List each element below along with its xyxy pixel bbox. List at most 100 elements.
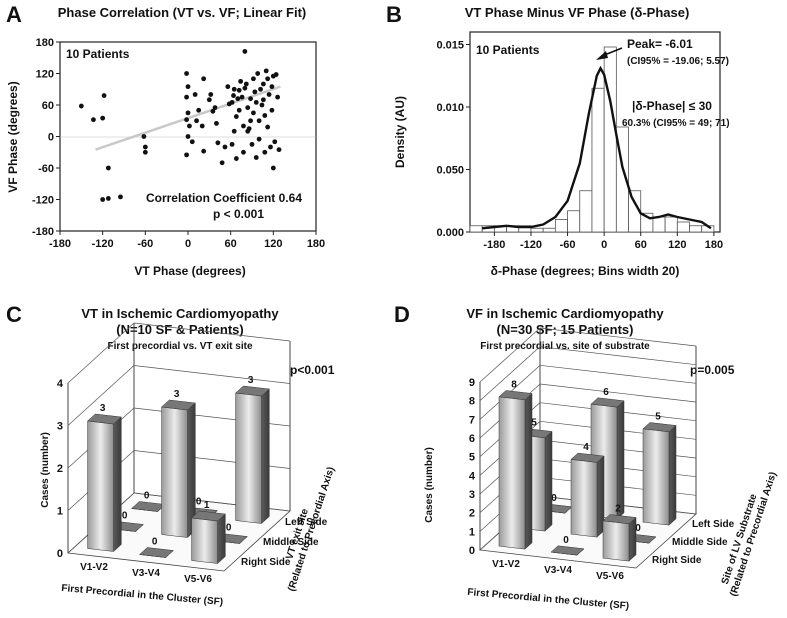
c-depth-label: Left Side bbox=[285, 517, 328, 528]
chart-a-point bbox=[265, 124, 271, 130]
chart-b-ytick-label: 0.050 bbox=[436, 165, 464, 177]
d-grid-side bbox=[479, 346, 541, 401]
chart-a-point bbox=[142, 144, 148, 150]
panel-label-c: C bbox=[6, 302, 22, 327]
chart-a-point bbox=[141, 134, 147, 139]
chart-b-peak: Peak= -6.01 bbox=[627, 37, 693, 51]
c-bar bbox=[191, 517, 218, 564]
chart-a-point bbox=[245, 128, 251, 134]
chart-d-xlabel: First Precordial in the Cluster (SF) bbox=[467, 587, 630, 612]
d-grid-back bbox=[539, 327, 697, 347]
chart-a-point bbox=[243, 81, 249, 87]
c-grid-back bbox=[133, 322, 291, 342]
chart-a-point bbox=[185, 134, 191, 139]
d-depth-label: Left Side bbox=[692, 519, 735, 530]
d-grid-back bbox=[539, 346, 697, 366]
chart-a-point bbox=[215, 140, 221, 146]
chart-a-point bbox=[184, 152, 189, 158]
chart-a-point bbox=[248, 118, 253, 124]
chart-a-point bbox=[206, 97, 212, 103]
chart-c-title: VT in Ischemic Cardiomyopathy bbox=[81, 306, 279, 321]
c-category-label: V1-V2 bbox=[80, 562, 108, 573]
chart-b-bar bbox=[603, 46, 617, 233]
chart-a-point bbox=[142, 149, 148, 155]
chart-d-ylabel: Cases (number) bbox=[424, 447, 435, 523]
d-ytick-label: 9 bbox=[469, 377, 475, 389]
c-depth-label: Right Side bbox=[241, 557, 291, 568]
chart-a-point bbox=[235, 96, 241, 102]
chart-a-point bbox=[105, 165, 111, 171]
c-category-label: V3-V4 bbox=[132, 568, 160, 579]
c-bar-top bbox=[235, 385, 270, 397]
c-bar-value-label: 0 bbox=[226, 523, 232, 534]
chart-a-point bbox=[100, 197, 106, 202]
c-depth-label: Middle Side bbox=[263, 537, 319, 548]
d-bar-value-label: 6 bbox=[603, 387, 609, 398]
chart-a-point bbox=[251, 76, 256, 82]
chart-c-ylabel: Cases (number) bbox=[40, 432, 51, 508]
d-ytick-label: 1 bbox=[469, 526, 475, 538]
chart-a-point bbox=[192, 92, 198, 97]
chart-b-window-pct: 60.3% (CI95% = 49; 71) bbox=[622, 118, 730, 129]
chart-a-xtick-label: 180 bbox=[307, 238, 325, 250]
chart-b-bar bbox=[542, 227, 556, 233]
d-bar-value-label: 0 bbox=[563, 535, 569, 546]
chart-a-point bbox=[231, 86, 237, 92]
d-category-label: V3-V4 bbox=[544, 565, 572, 576]
panel-a-scatter: Phase Correlation (VT vs. VF; Linear Fit… bbox=[6, 5, 325, 278]
d-bar-value-label: 2 bbox=[615, 503, 621, 514]
chart-b-patients: 10 Patients bbox=[476, 43, 540, 57]
d-bar-value-label: 5 bbox=[531, 417, 537, 428]
c-bar bbox=[87, 420, 114, 552]
d-bar-top bbox=[590, 397, 625, 408]
d-ytick-label: 5 bbox=[469, 452, 475, 464]
d-ytick-label: 6 bbox=[469, 433, 475, 445]
c-bar-value-label: 0 bbox=[196, 497, 202, 508]
chart-a-point bbox=[236, 107, 242, 113]
c-bar-side bbox=[261, 388, 270, 525]
d-depth-label: Right Side bbox=[652, 555, 702, 566]
chart-a-point bbox=[184, 117, 189, 123]
c-bar-value-label: 3 bbox=[248, 375, 254, 386]
chart-a-point bbox=[269, 84, 275, 90]
chart-a-point bbox=[242, 85, 248, 91]
chart-a-point bbox=[248, 96, 253, 102]
chart-a-point bbox=[78, 103, 84, 109]
chart-a-point bbox=[272, 139, 278, 145]
chart-c-pvalue: p<0.001 bbox=[290, 363, 335, 377]
chart-a-point bbox=[185, 110, 191, 116]
chart-b-ylabel: Density (AU) bbox=[393, 96, 407, 168]
c-ytick-label: 0 bbox=[57, 548, 63, 560]
d-ytick-label: 7 bbox=[469, 414, 475, 426]
chart-a-point bbox=[201, 148, 207, 154]
chart-a-point bbox=[273, 72, 279, 77]
chart-a-point bbox=[189, 139, 195, 145]
chart-b-ytick-label: 0.015 bbox=[436, 40, 464, 52]
chart-c-xlabel: First Precordial in the Cluster (SF) bbox=[61, 583, 224, 608]
chart-a-point bbox=[260, 81, 266, 87]
chart-d-subtitle: (N=30 SF; 15 Patients) bbox=[497, 322, 634, 337]
chart-a-point bbox=[242, 49, 248, 54]
chart-a-point bbox=[184, 94, 189, 100]
c-bar-top bbox=[139, 547, 174, 558]
d-ytick-label: 8 bbox=[469, 396, 475, 408]
chart-a-ytick-label: -120 bbox=[32, 195, 54, 207]
chart-a-xlabel: VT Phase (degrees) bbox=[134, 264, 245, 278]
chart-a-point bbox=[253, 99, 259, 105]
chart-a-ytick-label: 0 bbox=[48, 132, 54, 144]
chart-b-bar bbox=[652, 216, 666, 233]
d-bar-side bbox=[616, 400, 625, 520]
chart-d-pvalue: p=0.005 bbox=[690, 363, 735, 377]
chart-a-point bbox=[258, 86, 263, 92]
chart-a-xtick-label: 60 bbox=[225, 238, 237, 250]
c-grid-side bbox=[67, 322, 135, 384]
chart-a-xtick-label: 120 bbox=[264, 238, 282, 250]
chart-b-bar bbox=[567, 210, 581, 233]
chart-a-point bbox=[241, 123, 246, 129]
chart-a-point bbox=[263, 68, 269, 74]
c-bar-side bbox=[217, 513, 226, 565]
chart-a-point bbox=[118, 194, 123, 200]
c-ytick-label: 3 bbox=[57, 421, 63, 433]
chart-a-point bbox=[210, 108, 216, 114]
d-ytick-label: 3 bbox=[469, 489, 475, 501]
